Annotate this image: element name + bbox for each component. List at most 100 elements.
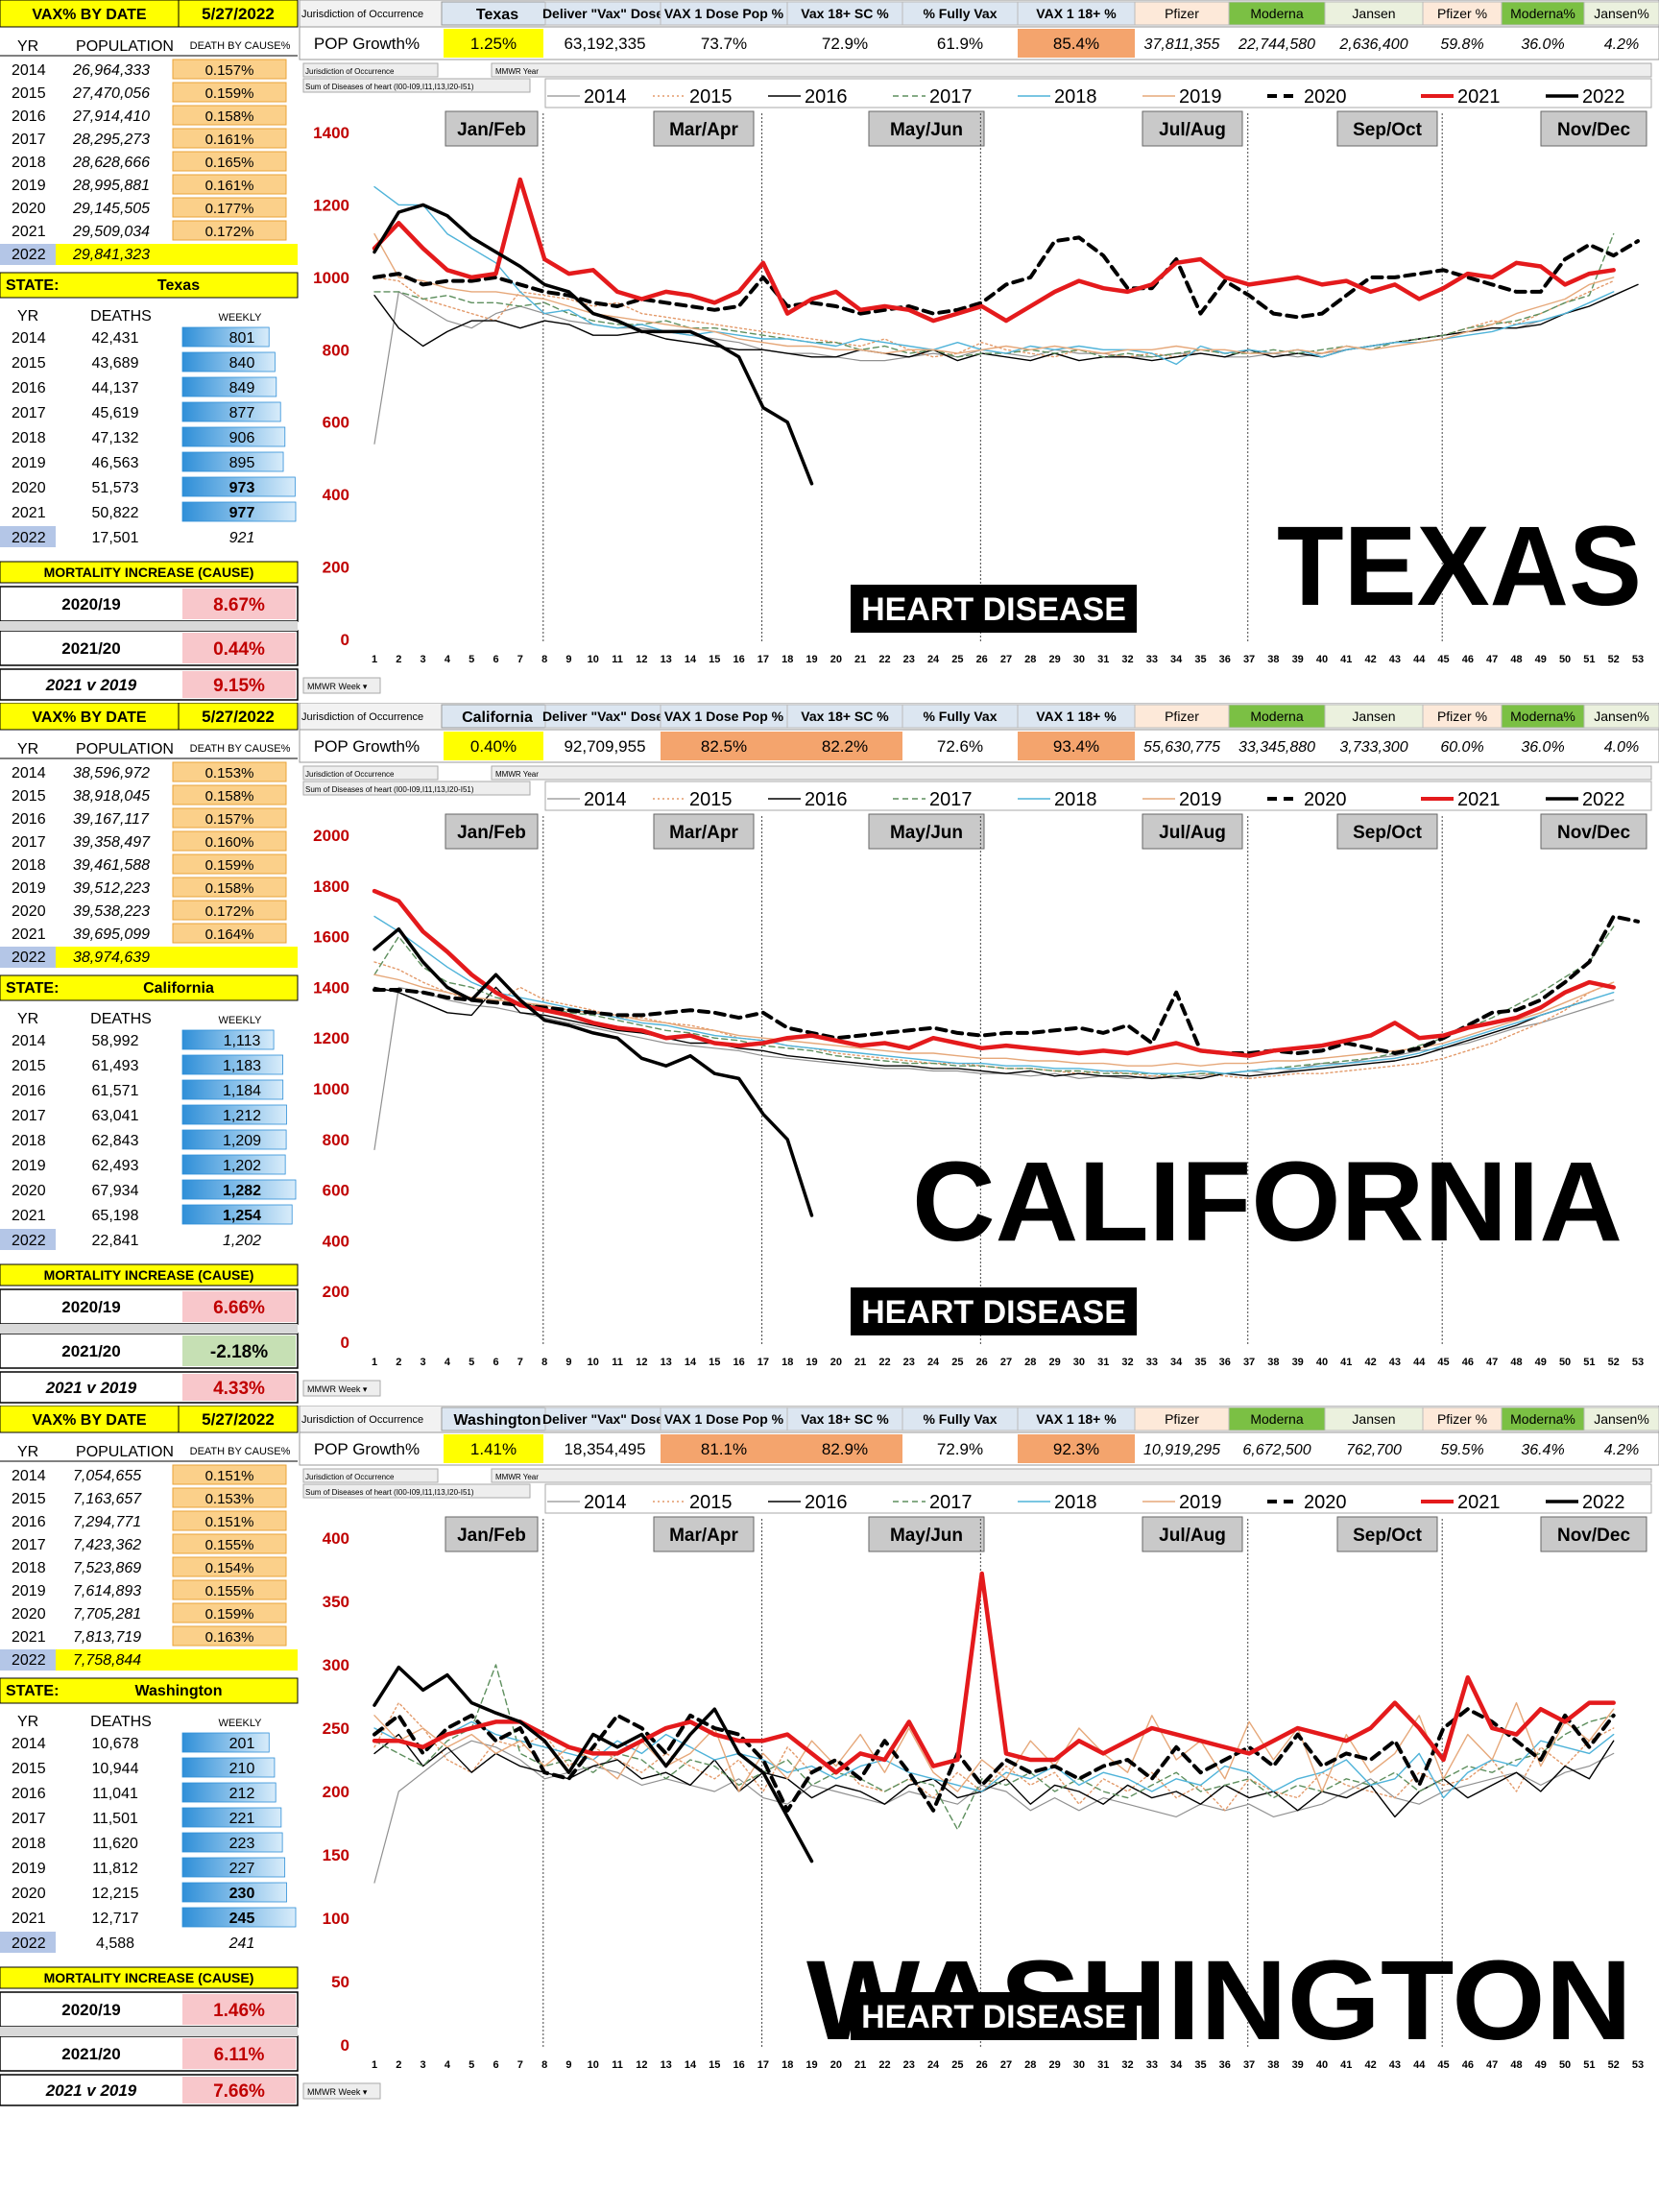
y-tick-label: 50 xyxy=(331,1973,349,1991)
weekly-bar xyxy=(181,1757,276,1778)
date-cell xyxy=(178,0,299,28)
x-tick-label: 50 xyxy=(1559,2059,1571,2071)
legend-entry-2020: 2020 xyxy=(1304,1492,1347,1513)
header-label: Deliver "Vax" Dose xyxy=(542,6,663,21)
x-tick-label: 46 xyxy=(1462,654,1474,665)
population-highlight-cell xyxy=(56,947,298,968)
state-filter-value[interactable]: Texas xyxy=(476,7,518,23)
x-tick-label: 9 xyxy=(565,654,571,665)
mortality-label: 2021/20 xyxy=(61,2045,120,2063)
y-tick-label: 1000 xyxy=(313,1080,349,1098)
x-tick-label: 29 xyxy=(1048,654,1060,665)
pop-year: 2016 xyxy=(12,1514,46,1530)
month-box-0 xyxy=(445,813,539,850)
pop-year: 2019 xyxy=(12,1583,46,1599)
moderna-value: 33,345,880 xyxy=(1238,739,1315,756)
death-pct-value: 0.151% xyxy=(205,1514,254,1530)
state-filter-value[interactable]: California xyxy=(462,709,533,726)
legend-entry-2017: 2017 xyxy=(929,86,973,108)
x-tick-label: 3 xyxy=(421,1357,426,1368)
legend-box xyxy=(544,78,1652,108)
x-tick-label: 23 xyxy=(903,654,915,665)
pfizer-pct-value: 59.8% xyxy=(1440,36,1483,53)
state-label: STATE: xyxy=(6,277,59,294)
death-pct-value: 0.155% xyxy=(205,1583,254,1599)
death-pct-cell xyxy=(172,1579,287,1600)
population-value: 38,596,972 xyxy=(73,765,150,781)
vax-by-date-cell xyxy=(0,1406,180,1433)
weekly-bar xyxy=(181,1907,297,1928)
series-line-2021 xyxy=(372,888,1616,1058)
x-tick-label: 40 xyxy=(1316,1357,1328,1368)
x-tick-label: 32 xyxy=(1121,1357,1133,1368)
death-year: 2014 xyxy=(12,1033,46,1049)
x-tick-label: 10 xyxy=(588,2059,599,2071)
state-filter-value[interactable]: Washington xyxy=(454,1412,541,1429)
y-tick-label: 400 xyxy=(323,1529,349,1548)
legend-entry-2015: 2015 xyxy=(689,1492,733,1513)
month-box-2 xyxy=(868,110,985,147)
x-tick-label: 1 xyxy=(372,2059,377,2071)
state-row xyxy=(0,1677,299,1704)
population-value: 7,705,281 xyxy=(73,1606,141,1623)
header-label: Pfizer xyxy=(1165,1411,1199,1427)
x-tick-label: 39 xyxy=(1292,1357,1304,1368)
month-box-2 xyxy=(868,1516,985,1552)
death-pct-cell xyxy=(172,807,287,829)
x-tick-label: 14 xyxy=(685,1357,697,1368)
sum-field-button xyxy=(302,781,531,796)
month-box-0 xyxy=(445,110,539,147)
month-label: May/Jun xyxy=(890,1526,963,1546)
pop-year: 2014 xyxy=(12,1468,46,1484)
vax18-value: 82.9% xyxy=(822,1440,868,1458)
mmwr-week-label[interactable]: MMWR Week ▾ xyxy=(307,682,368,691)
x-tick-label: 48 xyxy=(1510,654,1522,665)
deaths-value: 22,841 xyxy=(92,1233,139,1249)
pop-year: 2017 xyxy=(12,132,46,148)
y-tick-label: 350 xyxy=(323,1593,349,1611)
x-tick-label: 52 xyxy=(1608,654,1620,665)
jurisdiction-label: Jurisdiction of Occurrence xyxy=(301,1414,423,1426)
death-year: 2019 xyxy=(12,455,46,471)
deaths-value: 46,563 xyxy=(92,455,139,471)
x-tick-label: 1 xyxy=(372,654,377,665)
deaths-value: 51,573 xyxy=(92,480,139,496)
deaths-value: 65,198 xyxy=(92,1208,139,1224)
header-label: Moderna xyxy=(1250,6,1303,21)
x-tick-label: 7 xyxy=(517,1357,523,1368)
deaths-value: 11,501 xyxy=(92,1811,138,1827)
pop-growth-label: POP Growth% xyxy=(314,1440,420,1458)
death-year: 2017 xyxy=(12,405,46,421)
death-pct-value: 0.172% xyxy=(205,224,254,240)
weekly-bar xyxy=(181,351,276,373)
x-tick-label: 48 xyxy=(1510,1357,1522,1368)
header-cell xyxy=(1422,1,1503,26)
spacer-band xyxy=(0,2027,298,2036)
legend-entry-2021: 2021 xyxy=(1457,86,1501,108)
vax1-value: 82.5% xyxy=(701,737,747,756)
mortality-value-cell xyxy=(182,671,296,698)
weekly-header: WEEKLY xyxy=(218,1718,262,1729)
vax18-value: 82.2% xyxy=(822,737,868,756)
death-pct-cell xyxy=(172,854,287,875)
weekly-bar xyxy=(181,476,296,497)
y-tick-label: 200 xyxy=(323,1783,349,1801)
x-tick-label: 49 xyxy=(1535,654,1547,665)
mmwr-week-label[interactable]: MMWR Week ▾ xyxy=(307,1384,368,1394)
header-label: Moderna xyxy=(1250,1411,1303,1427)
x-tick-label: 26 xyxy=(976,2059,988,2071)
deaths-value: 61,571 xyxy=(92,1083,139,1099)
legend-entry-2019: 2019 xyxy=(1179,86,1222,108)
disease-badge xyxy=(851,1992,1137,2040)
y-tick-label: 600 xyxy=(323,1182,349,1200)
mmwr-week-label[interactable]: MMWR Week ▾ xyxy=(307,2087,368,2097)
mmwr-week-button xyxy=(302,2082,381,2100)
population-value: 39,538,223 xyxy=(73,903,150,920)
state-row xyxy=(0,272,299,299)
weekly-value: 201 xyxy=(229,1736,255,1752)
x-tick-label: 12 xyxy=(636,2059,647,2071)
state-label: STATE: xyxy=(6,1683,59,1699)
population-header: POPULATION xyxy=(76,38,174,55)
header-label: Moderna xyxy=(1250,709,1303,724)
population-value: 7,813,719 xyxy=(73,1629,141,1646)
